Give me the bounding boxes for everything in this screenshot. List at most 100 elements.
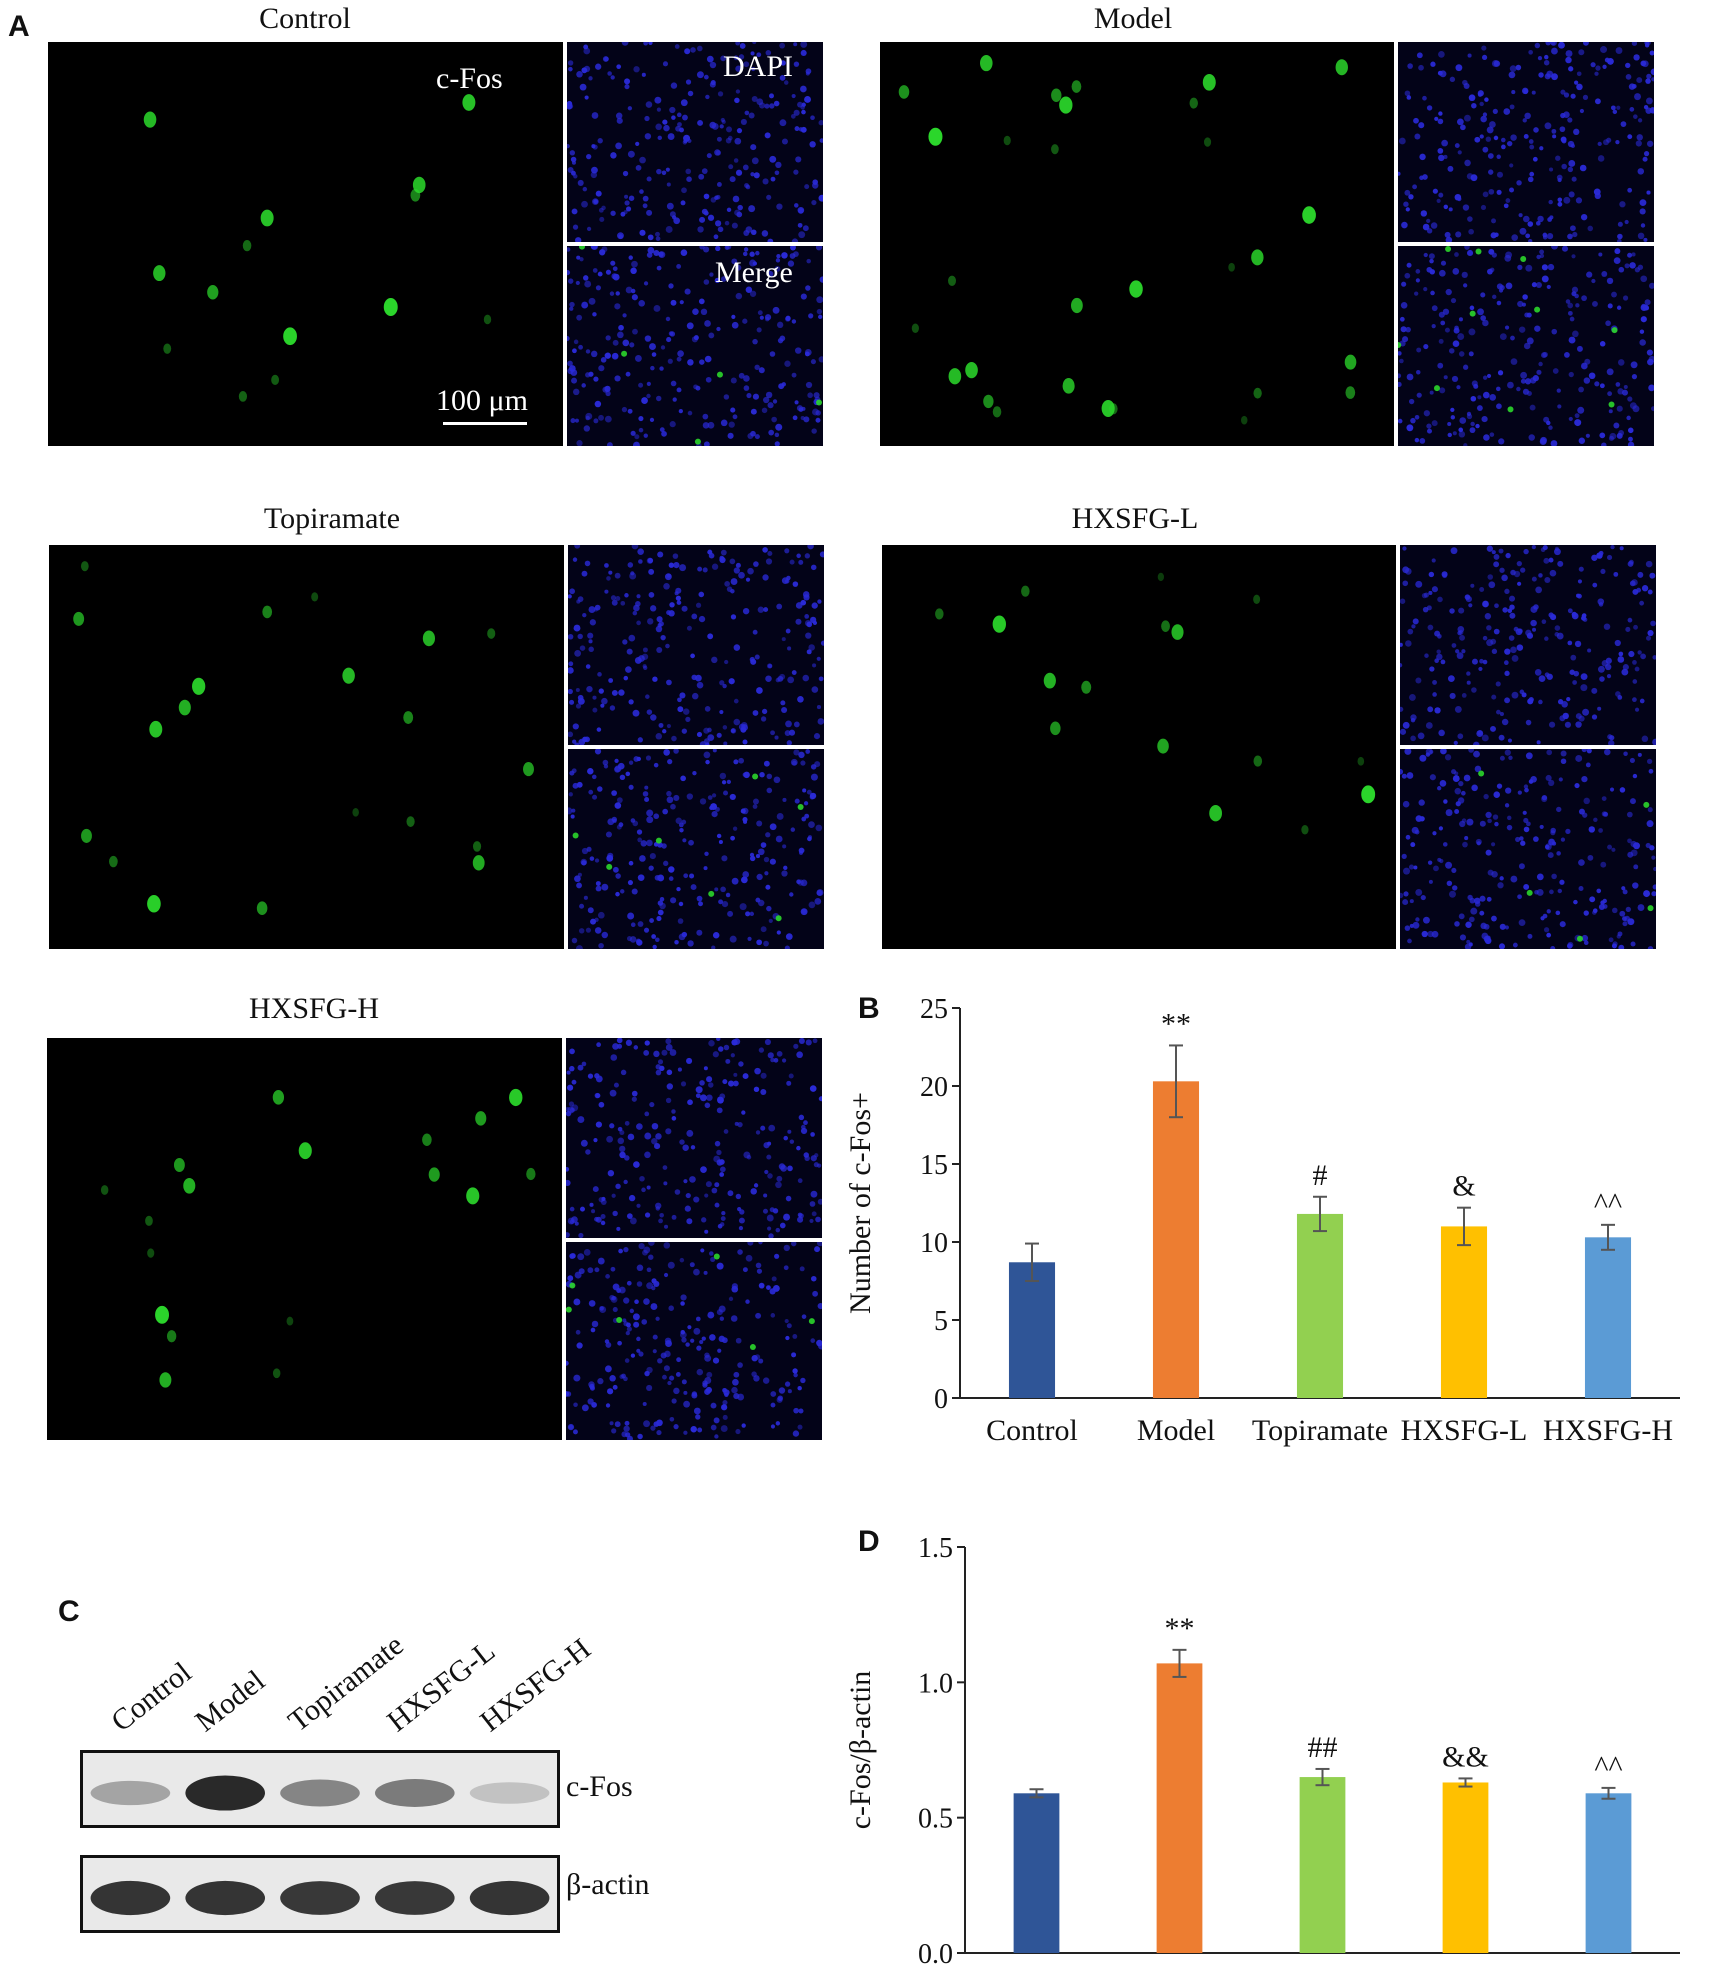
dapi-nucleus bbox=[1590, 62, 1596, 68]
dapi-nucleus bbox=[680, 99, 688, 107]
dapi-nucleus bbox=[675, 817, 682, 824]
dapi-nucleus bbox=[1505, 251, 1513, 259]
dapi-nucleus bbox=[1432, 692, 1437, 697]
dapi-nucleus bbox=[1473, 750, 1480, 758]
dapi-nucleus bbox=[1467, 216, 1473, 222]
dapi-nucleus bbox=[658, 251, 664, 257]
dapi-nucleus bbox=[1576, 345, 1583, 352]
dapi-nucleus bbox=[623, 210, 628, 215]
dapi-nucleus bbox=[594, 749, 602, 755]
dapi-nucleus bbox=[1428, 571, 1435, 578]
dapi-nucleus bbox=[597, 1257, 605, 1265]
dapi-nucleus bbox=[1413, 117, 1419, 124]
dapi-nucleus bbox=[581, 200, 588, 208]
dapi-nucleus bbox=[648, 568, 655, 575]
dapi-nucleus bbox=[763, 1142, 770, 1149]
dapi-nucleus bbox=[693, 1268, 700, 1276]
dapi-nucleus bbox=[1493, 628, 1500, 635]
dapi-nucleus bbox=[683, 1400, 691, 1408]
dapi-nucleus bbox=[743, 1151, 751, 1159]
dapi-nucleus bbox=[589, 619, 596, 626]
dapi-nucleus bbox=[638, 427, 644, 433]
dapi-nucleus bbox=[631, 1096, 637, 1102]
dapi-nucleus bbox=[674, 939, 679, 945]
dapi-nucleus bbox=[724, 220, 730, 226]
blot-band bbox=[90, 1880, 171, 1916]
dapi-nucleus bbox=[1517, 790, 1522, 795]
dapi-nucleus bbox=[719, 1166, 726, 1173]
dapi-nucleus bbox=[1630, 361, 1638, 369]
dapi-nucleus bbox=[765, 675, 772, 682]
dapi-nucleus bbox=[1627, 838, 1632, 844]
dapi-nucleus bbox=[794, 126, 800, 132]
dapi-nucleus bbox=[1462, 841, 1468, 848]
dapi-nucleus bbox=[742, 318, 748, 324]
dapi-nucleus bbox=[1560, 837, 1566, 842]
dapi-nucleus bbox=[660, 345, 666, 350]
merge-green-nucleus bbox=[716, 371, 723, 378]
dapi-nucleus bbox=[740, 876, 748, 884]
dapi-nucleus bbox=[716, 833, 722, 839]
dapi-nucleus bbox=[1523, 548, 1529, 555]
dapi-nucleus bbox=[619, 774, 626, 781]
dapi-nucleus bbox=[682, 114, 688, 121]
dapi-nucleus bbox=[1617, 239, 1622, 242]
dapi-nucleus bbox=[1597, 665, 1605, 673]
dapi-nucleus bbox=[1551, 47, 1558, 55]
dapi-nucleus bbox=[710, 1256, 716, 1263]
dapi-nucleus bbox=[1482, 191, 1489, 198]
dapi-nucleus bbox=[797, 222, 803, 228]
dapi-nucleus bbox=[1601, 796, 1607, 802]
dapi-nucleus bbox=[570, 814, 575, 819]
dapi-nucleus bbox=[804, 553, 811, 559]
dapi-nucleus bbox=[1449, 608, 1455, 614]
dapi-nucleus bbox=[662, 808, 669, 815]
dapi-nucleus bbox=[770, 730, 776, 736]
dapi-nucleus bbox=[583, 425, 591, 432]
dapi-nucleus bbox=[1499, 285, 1505, 291]
dapi-nucleus bbox=[663, 860, 669, 867]
dapi-nucleus bbox=[1609, 735, 1615, 741]
dapi-nucleus bbox=[794, 203, 799, 208]
dapi-nucleus bbox=[704, 355, 712, 363]
dapi-nucleus bbox=[1538, 72, 1544, 78]
cfos-nucleus bbox=[163, 343, 172, 354]
dapi-nucleus bbox=[1470, 583, 1475, 588]
micrograph-dots bbox=[567, 246, 823, 446]
dapi-nucleus bbox=[686, 625, 692, 631]
dapi-nucleus bbox=[573, 1429, 578, 1435]
dapi-nucleus bbox=[776, 603, 783, 610]
dapi-nucleus bbox=[612, 1043, 619, 1050]
dapi-nucleus bbox=[633, 756, 640, 762]
dapi-nucleus bbox=[818, 356, 823, 363]
dapi-nucleus bbox=[1520, 840, 1526, 846]
dapi-nucleus bbox=[1490, 725, 1497, 732]
dapi-nucleus bbox=[1439, 780, 1447, 787]
blot-strip-beta-actin bbox=[80, 1855, 560, 1933]
dapi-nucleus bbox=[633, 1161, 640, 1168]
y-tick-label: 0 bbox=[934, 1384, 948, 1415]
dapi-nucleus bbox=[620, 1069, 627, 1076]
dapi-nucleus bbox=[763, 760, 770, 767]
dapi-nucleus bbox=[1604, 57, 1610, 63]
dapi-nucleus bbox=[787, 1389, 792, 1394]
dapi-nucleus bbox=[785, 1335, 790, 1341]
dapi-nucleus bbox=[770, 1402, 776, 1408]
dapi-nucleus bbox=[772, 399, 778, 404]
dapi-nucleus bbox=[810, 359, 816, 365]
cfos-nucleus bbox=[80, 561, 89, 572]
dapi-nucleus bbox=[798, 559, 804, 565]
dapi-nucleus bbox=[738, 1061, 744, 1067]
dapi-nucleus bbox=[634, 1299, 639, 1305]
dapi-nucleus bbox=[591, 1209, 596, 1214]
dapi-nucleus bbox=[775, 677, 781, 683]
dapi-nucleus bbox=[815, 824, 823, 832]
dapi-nucleus bbox=[1470, 421, 1475, 427]
dapi-nucleus bbox=[1549, 167, 1554, 172]
dapi-nucleus bbox=[1536, 740, 1541, 745]
dapi-nucleus bbox=[600, 703, 605, 708]
dapi-nucleus bbox=[625, 1039, 633, 1046]
dapi-nucleus bbox=[1543, 927, 1550, 933]
dapi-nucleus bbox=[1419, 438, 1426, 444]
dapi-nucleus bbox=[587, 907, 594, 914]
